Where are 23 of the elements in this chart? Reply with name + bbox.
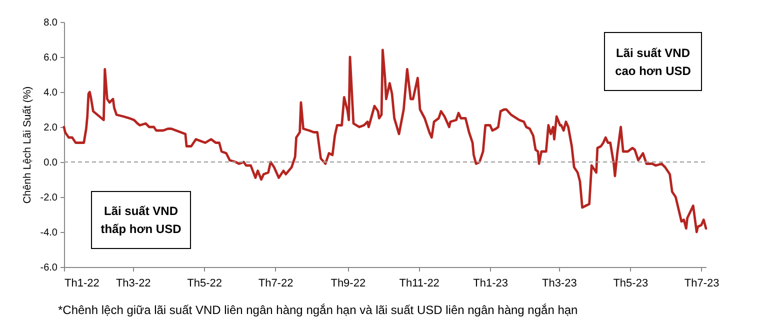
x-tick-label: Th3-22 [116, 278, 151, 290]
x-tick-label: Th9-22 [330, 278, 366, 290]
y-tick-label: -4.0 [40, 228, 58, 238]
y-tick-label: -2.0 [40, 192, 58, 204]
y-axis-title: Chênh Lệch Lãi Suất (%) [21, 86, 34, 204]
annotation: Lãi suất VND cao hơn USD [604, 32, 702, 91]
y-tick-label: 2.0 [44, 122, 58, 134]
y-tick-label: -6.0 [40, 262, 58, 274]
line-series [62, 48, 708, 234]
y-tick-label: 6.0 [44, 52, 58, 64]
y-tick-label: 8.0 [44, 18, 58, 28]
y-tick-label: 0.0 [44, 158, 58, 168]
annotation: Lãi suất VND thấp hơn USD [91, 191, 191, 249]
x-tick-label: Th11-22 [399, 278, 440, 290]
x-tick-label: Th3-23 [542, 278, 577, 290]
x-tick-label: Th7-23 [684, 278, 720, 290]
x-tick-label: Th5-22 [187, 278, 222, 290]
x-tick-label: Th7-22 [258, 278, 294, 290]
x-tick-label: Th1-22 [64, 278, 100, 290]
x-tick-label: Th5-23 [613, 278, 648, 290]
text: *Chênh lệch giữa lãi suất VND liên ngân hàng ngắn hạn và lãi suất USD liên ngân hàng ngắn hạn [58, 303, 578, 317]
x-tick-label: Th1-23 [473, 278, 508, 290]
y-tick-label: 4.0 [44, 88, 58, 98]
